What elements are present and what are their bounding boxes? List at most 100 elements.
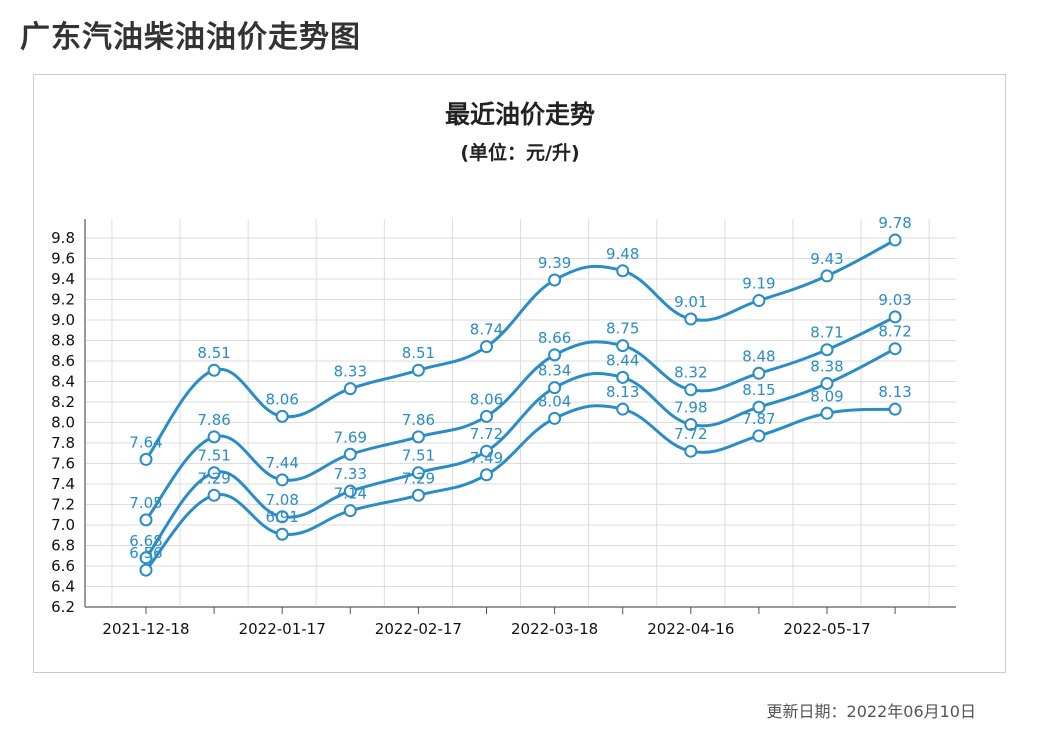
data-label: 7.64 [129, 433, 162, 451]
data-point [343, 504, 357, 518]
data-point [752, 400, 766, 414]
data-label: 7.98 [674, 399, 707, 417]
data-point [820, 406, 834, 420]
data-label: 9.48 [606, 245, 639, 263]
data-label: 6.91 [265, 508, 298, 526]
data-point [207, 488, 221, 502]
axes [84, 219, 956, 614]
data-labels: 7.64 8.51 8.06 8.33 8.51 8.74 9.39 9.48 9.01 9.19… [129, 214, 912, 562]
data-label: 7.87 [742, 410, 775, 428]
y-tick-label: 9.6 [51, 250, 75, 268]
data-label: 8.34 [538, 362, 571, 380]
update-date: 2022年06月10日 [846, 702, 976, 721]
data-point [684, 444, 698, 458]
data-point [411, 488, 425, 502]
chart-title: 最近油价走势 [445, 100, 595, 129]
data-point [343, 447, 357, 461]
data-label: 8.72 [878, 323, 911, 341]
data-point [548, 381, 562, 395]
data-label: 7.33 [334, 465, 367, 483]
x-tick-label: 2022-04-16 [647, 620, 734, 638]
data-label: 8.06 [470, 390, 503, 408]
update-info: 更新日期：2022年06月10日 [767, 698, 976, 722]
y-tick-label: 9.2 [51, 291, 75, 309]
data-label: 8.09 [810, 387, 843, 405]
data-point [888, 402, 902, 416]
data-label: 7.14 [334, 485, 367, 503]
y-tick-label: 7.0 [51, 516, 75, 534]
data-point [548, 411, 562, 425]
data-point [684, 418, 698, 432]
data-point [480, 444, 493, 458]
y-tick-label: 8.2 [51, 393, 75, 411]
data-label: 8.33 [334, 363, 367, 381]
data-point [343, 382, 357, 396]
x-tick-label: 2022-02-17 [375, 620, 462, 638]
y-tick-label: 7.6 [51, 455, 75, 473]
data-label: 7.44 [265, 454, 298, 472]
data-label: 7.08 [265, 491, 298, 509]
y-tick-label: 7.4 [51, 475, 75, 493]
x-tick-label: 2021-12-18 [102, 620, 189, 638]
data-label: 7.29 [402, 469, 435, 487]
data-point [343, 484, 357, 498]
data-label: 8.04 [538, 392, 571, 410]
data-label: 8.74 [470, 321, 503, 339]
data-label: 8.06 [265, 390, 298, 408]
data-label: 8.66 [538, 329, 571, 347]
data-point [411, 363, 425, 377]
data-point [480, 340, 493, 354]
data-label: 9.43 [810, 250, 843, 268]
y-tick-label: 9.8 [51, 229, 75, 247]
data-label: 8.13 [878, 383, 911, 401]
data-point [616, 370, 630, 384]
data-label: 9.39 [538, 254, 571, 272]
y-tick-label: 6.2 [51, 598, 75, 616]
data-label: 8.15 [742, 381, 775, 399]
data-point [480, 468, 493, 482]
data-point [275, 510, 289, 524]
y-tick-label: 8.4 [51, 373, 75, 391]
data-point [480, 409, 493, 423]
data-label: 7.05 [129, 494, 162, 512]
data-point [820, 269, 834, 283]
data-point [139, 513, 153, 527]
y-tick-label: 9.0 [51, 311, 75, 329]
data-label: 7.51 [402, 447, 435, 465]
data-points [139, 233, 902, 577]
data-label: 7.86 [197, 411, 230, 429]
data-label: 9.03 [878, 291, 911, 309]
y-tick-label: 8.8 [51, 332, 75, 350]
data-label: 9.01 [674, 293, 707, 311]
data-point [139, 551, 153, 565]
data-label: 8.75 [606, 320, 639, 338]
chart-panel: 6.2 6.4 6.6 6.8 7.0 7.2 7.4 7.6 7.8 8.0 8.2 8.4 8.6 8… [33, 74, 1006, 673]
data-point [684, 312, 698, 326]
data-point [275, 527, 289, 541]
data-label: 8.71 [810, 324, 843, 342]
data-point [207, 430, 221, 444]
data-label: 7.29 [197, 469, 230, 487]
data-label: 8.48 [742, 347, 775, 365]
data-label: 6.68 [129, 532, 162, 550]
data-label: 9.78 [878, 214, 911, 232]
data-point [752, 366, 766, 380]
data-point [139, 452, 153, 466]
x-tick-label: 2022-03-18 [511, 620, 598, 638]
data-label: 9.19 [742, 275, 775, 293]
data-point [888, 233, 902, 247]
x-tick-label: 2022-05-17 [783, 620, 870, 638]
data-label: 7.86 [402, 411, 435, 429]
data-label: 8.13 [606, 383, 639, 401]
data-point [684, 383, 698, 397]
data-point [275, 473, 289, 487]
data-label: 8.51 [402, 344, 435, 362]
data-label: 8.32 [674, 364, 707, 382]
y-tick-label: 7.8 [51, 434, 75, 452]
data-point [548, 273, 562, 287]
data-point [548, 348, 562, 362]
price-trend-chart: 6.2 6.4 6.6 6.8 7.0 7.2 7.4 7.6 7.8 8.0 8.2 8.4 8.6 8… [51, 100, 956, 638]
data-label: 8.51 [197, 344, 230, 362]
data-point [207, 466, 221, 480]
y-tick-label: 8.0 [51, 414, 75, 432]
